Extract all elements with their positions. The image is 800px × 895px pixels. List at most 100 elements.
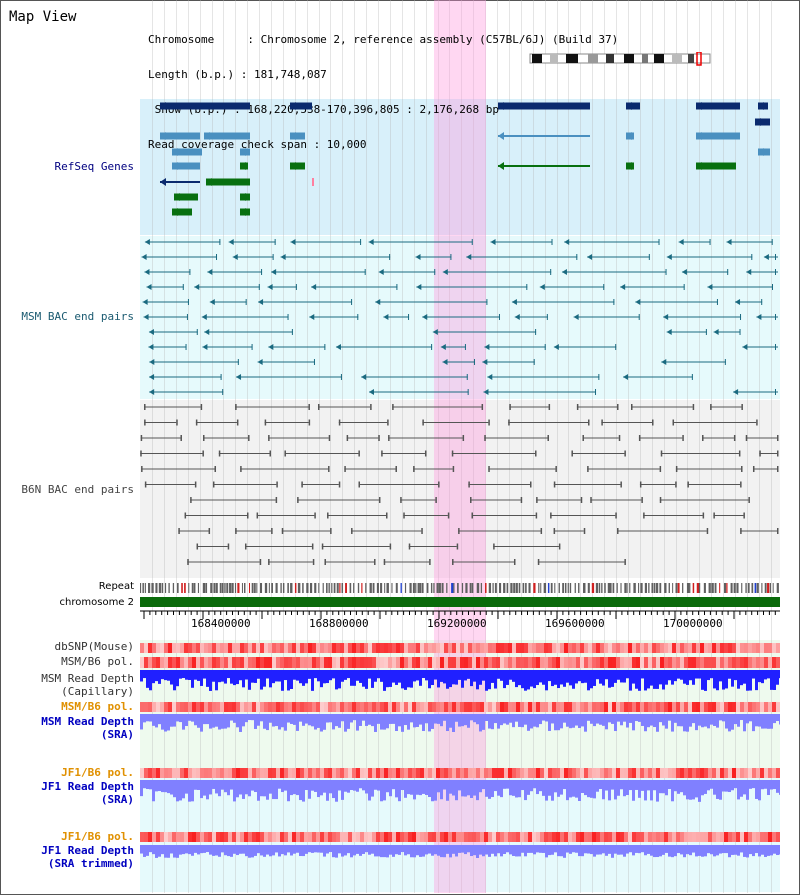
repeat-element (598, 583, 601, 593)
depth-bar (149, 845, 152, 853)
heat-cell (312, 768, 316, 778)
bac-end-tick (271, 528, 273, 534)
track-label-msm-pol-1[interactable]: MSM/B6 pol. (61, 655, 134, 668)
heat-cell (720, 832, 724, 842)
depth-bar (590, 670, 593, 689)
depth-bar (347, 780, 350, 793)
track-label-jf1-pol-2[interactable]: JF1/B6 pol. (61, 830, 134, 843)
depth-bar (701, 780, 704, 796)
msm-pol-heat-track-1[interactable] (140, 657, 780, 668)
depth-bar (734, 845, 737, 855)
grid-line (592, 0, 593, 893)
chromosome-ideogram[interactable] (528, 52, 713, 66)
gene-feature (696, 162, 736, 170)
track-label-msm-bac[interactable]: MSM BAC end pairs (21, 310, 134, 323)
jf1-depth-trimmed-track[interactable] (140, 845, 780, 859)
track-label-msm-depth-capillary[interactable]: MSM Read Depth (Capillary) (41, 672, 134, 698)
heat-cell (740, 702, 744, 712)
heat-cell (468, 702, 472, 712)
jf1-pol-heat-track-1[interactable] (140, 768, 780, 778)
depth-bar (173, 714, 176, 727)
refseq-genes-track[interactable] (140, 99, 780, 235)
depth-bar (356, 670, 359, 681)
track-label-refseq[interactable]: RefSeq Genes (54, 160, 134, 173)
bac-end-marker (236, 374, 242, 380)
heat-cell (296, 657, 300, 668)
bac-end-marker (735, 299, 741, 305)
depth-bar (281, 780, 284, 793)
depth-bar (407, 714, 410, 730)
depth-bar (176, 780, 179, 802)
msm-depth-sra-track[interactable] (140, 714, 780, 734)
depth-bar (179, 714, 182, 723)
depth-bar (770, 670, 773, 690)
heat-cell (580, 643, 584, 653)
repeat-track[interactable] (140, 582, 780, 594)
depth-bar (737, 845, 740, 856)
depth-bar (188, 780, 191, 802)
depth-bar (419, 670, 422, 686)
heat-cell (420, 643, 424, 653)
depth-bar (206, 670, 209, 687)
depth-bar (560, 845, 563, 857)
depth-bar (479, 670, 482, 685)
heat-cell (556, 702, 560, 712)
track-label-b6n-bac[interactable]: B6N BAC end pairs (21, 483, 134, 496)
depth-bar (311, 670, 314, 691)
bac-end-tick (196, 329, 198, 335)
depth-bar (575, 714, 578, 726)
dbsnp-heat-track[interactable] (140, 643, 780, 653)
bac-end-tick (710, 404, 712, 410)
heat-cell (276, 832, 280, 842)
depth-bar (683, 714, 686, 732)
bac-end-marker (290, 239, 296, 245)
repeat-element (761, 583, 763, 593)
heat-cell (560, 702, 564, 712)
b6n-bac-track[interactable] (140, 400, 780, 578)
bac-end-tick (184, 512, 187, 519)
jf1-depth-sra-track[interactable] (140, 780, 780, 804)
heat-cell (152, 643, 156, 653)
heat-cell (752, 643, 756, 653)
msm-depth-capillary-track[interactable] (140, 670, 780, 692)
heat-cell (672, 643, 676, 653)
depth-bar (296, 845, 299, 853)
repeat-element (282, 583, 285, 593)
heat-cell (488, 643, 492, 653)
track-label-msm-pol-2[interactable]: MSM/B6 pol. (61, 700, 134, 713)
bac-end-tick (284, 450, 286, 457)
heat-cell (364, 643, 368, 653)
selected-region-highlight[interactable] (434, 0, 486, 893)
repeat-element (326, 583, 328, 593)
msm-pol-heat-track-2[interactable] (140, 702, 780, 712)
track-label-jf1-pol-1[interactable]: JF1/B6 pol. (61, 766, 134, 779)
depth-bar (752, 714, 755, 732)
repeat-element (333, 583, 336, 593)
bac-end-tick (537, 559, 540, 565)
repeat-element (193, 583, 196, 593)
track-label-msm-depth-sra[interactable]: MSM Read Depth (SRA) (41, 715, 134, 741)
repeat-element (241, 583, 243, 593)
heat-cell (472, 657, 476, 668)
repeat-element (172, 583, 175, 593)
bac-end-tick (208, 528, 211, 534)
heat-cell (632, 832, 636, 842)
repeat-element (306, 583, 309, 593)
track-label-dbsnp[interactable]: dbSNP(Mouse) (54, 640, 134, 653)
track-label-jf1-depth-sra[interactable]: JF1 Read Depth (SRA) (41, 780, 134, 806)
repeat-element (756, 583, 759, 593)
heat-cell (520, 832, 524, 842)
depth-bar (257, 670, 260, 679)
jf1-pol-heat-track-2[interactable] (140, 832, 780, 842)
heat-cell (288, 657, 292, 668)
depth-bar (689, 714, 692, 727)
gene-strand-arrow (290, 162, 296, 170)
depth-bar (185, 714, 188, 727)
depth-bar (305, 780, 308, 791)
track-label-jf1-depth-trimmed[interactable]: JF1 Read Depth (SRA trimmed) (41, 844, 134, 870)
bac-end-tick (740, 481, 742, 488)
msm-bac-track[interactable] (140, 236, 780, 399)
heat-cell (716, 702, 720, 712)
depth-bar (743, 670, 746, 684)
track-label-repeat[interactable]: Repeat (98, 581, 134, 592)
